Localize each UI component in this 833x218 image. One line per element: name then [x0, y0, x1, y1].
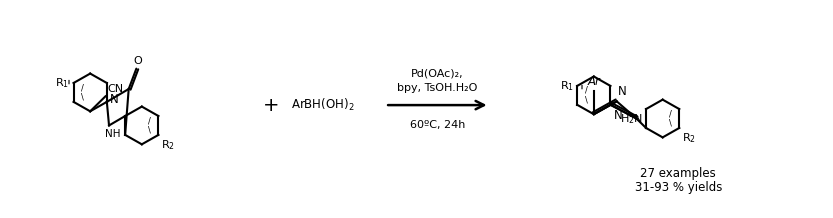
Text: R$_2$: R$_2$ — [162, 138, 176, 152]
Text: NH: NH — [105, 129, 121, 138]
Text: /: / — [585, 86, 588, 95]
Text: ArBH(OH)$_2$: ArBH(OH)$_2$ — [291, 97, 354, 113]
Text: Pd(OAc)₂,: Pd(OAc)₂, — [411, 69, 464, 79]
Text: /: / — [669, 109, 671, 118]
Text: H$_2$N: H$_2$N — [620, 112, 643, 126]
Text: R$_1$: R$_1$ — [56, 76, 70, 90]
Text: bpy, TsOH.H₂O: bpy, TsOH.H₂O — [397, 83, 477, 93]
Text: /: / — [82, 83, 84, 92]
Text: 31-93 % yields: 31-93 % yields — [635, 181, 722, 194]
Text: +: + — [262, 96, 279, 115]
Text: \: \ — [82, 93, 84, 102]
Text: \: \ — [669, 119, 671, 128]
Text: 27 examples: 27 examples — [641, 167, 716, 180]
Text: Ar: Ar — [587, 75, 601, 88]
Text: N: N — [618, 85, 626, 99]
Text: R$_1$: R$_1$ — [560, 79, 574, 93]
Text: R$_2$: R$_2$ — [682, 131, 696, 145]
Text: N: N — [613, 109, 622, 122]
Text: O: O — [133, 56, 142, 66]
Text: \: \ — [147, 126, 151, 135]
Text: /: / — [147, 116, 151, 125]
Text: N: N — [110, 94, 118, 106]
Text: =: = — [67, 78, 72, 84]
Text: CN: CN — [107, 84, 123, 94]
Text: \: \ — [585, 96, 588, 105]
Text: 60ºC, 24h: 60ºC, 24h — [410, 120, 465, 129]
Text: =: = — [579, 83, 585, 89]
